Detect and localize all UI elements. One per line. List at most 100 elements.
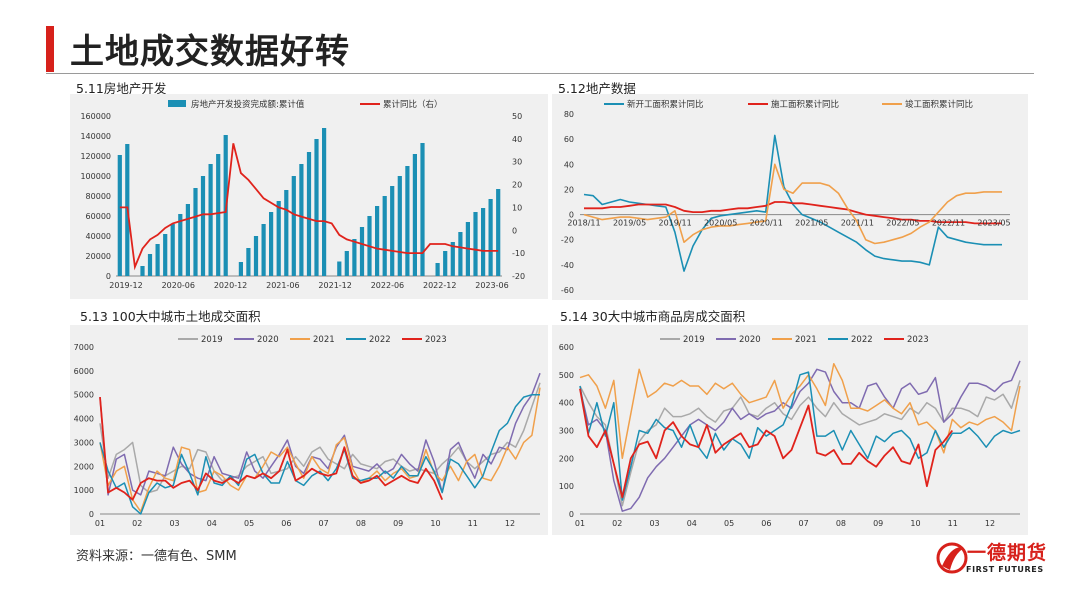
y-tick-6: 60 — [564, 135, 574, 144]
year-series-line-1 — [579, 360, 1021, 512]
bar-18 — [253, 236, 259, 276]
bar-27 — [322, 128, 327, 276]
y-tick-2: 200 — [559, 454, 574, 463]
x-tick-3: 2021-06 — [266, 281, 299, 290]
y-left-tick-2: 40000 — [86, 232, 111, 241]
company-logo-icon — [936, 542, 968, 574]
c2-series-line-2 — [583, 163, 1002, 245]
bar-25 — [306, 152, 312, 276]
legend-label-0: 2019 — [201, 335, 223, 345]
legend-label-0: 新开工面积累计同比 — [627, 99, 704, 110]
x-tick-11: 12 — [505, 519, 515, 528]
legend-label-4: 2023 — [907, 335, 929, 345]
x-tick-0: 01 — [95, 519, 105, 528]
y-tick-7: 80 — [564, 110, 574, 119]
title-divider — [46, 73, 1034, 74]
y-left-tick-3: 60000 — [86, 212, 111, 221]
y-tick-0: -60 — [561, 286, 574, 295]
y-left-tick-0: 0 — [106, 272, 111, 281]
y-tick-1: 1000 — [74, 486, 94, 495]
year-series-line-3 — [99, 393, 540, 515]
x-tick-3: 2020/05 — [704, 219, 737, 228]
x-tick-4: 05 — [244, 519, 254, 528]
bar-10 — [193, 188, 198, 276]
bar-32 — [359, 227, 365, 276]
y-tick-7: 7000 — [74, 343, 94, 352]
x-tick-9: 2023/05 — [977, 219, 1010, 228]
x-tick-2: 2019/11 — [658, 219, 691, 228]
bar-0 — [117, 155, 122, 276]
c2-series-line-1 — [584, 201, 1002, 225]
legend-label-1: 2020 — [257, 335, 279, 345]
bar-5 — [155, 244, 160, 276]
x-tick-0: 2018/11 — [567, 219, 600, 228]
bar-20 — [269, 212, 274, 276]
y-right-tick-5: 30 — [512, 158, 522, 167]
x-tick-4: 05 — [724, 519, 734, 528]
x-tick-1: 2020-06 — [162, 281, 195, 290]
bar-13 — [216, 154, 221, 276]
legend-label-1: 施工面积累计同比 — [771, 99, 839, 110]
y-left-tick-7: 140000 — [80, 132, 111, 141]
y-tick-3: 300 — [559, 427, 574, 436]
x-tick-10: 11 — [948, 519, 958, 528]
x-tick-8: 09 — [873, 519, 883, 528]
x-tick-0: 01 — [575, 519, 585, 528]
bar-24 — [299, 164, 304, 276]
legend-label-3: 2022 — [851, 335, 873, 345]
y-tick-1: -40 — [561, 261, 574, 270]
logo-text-en: FIRST FUTURES — [966, 565, 1044, 574]
y-tick-1: 100 — [559, 482, 574, 491]
bar-8 — [178, 214, 183, 276]
y-tick-6: 6000 — [74, 367, 94, 376]
logo-text-cn: 一德期货 — [967, 542, 1048, 564]
y-left-tick-6: 120000 — [80, 152, 111, 161]
bar-23 — [291, 176, 296, 276]
bar-12 — [208, 164, 213, 276]
y-left-tick-8: 160000 — [80, 112, 111, 121]
y-tick-5: 40 — [564, 160, 574, 169]
legend-label-0: 2019 — [683, 335, 705, 345]
year-series-line-2 — [99, 387, 541, 513]
panel-title-3: 5.13 100大中城市土地成交面积 — [80, 309, 261, 324]
bar-3 — [140, 266, 145, 276]
x-tick-7: 2023-06 — [475, 281, 508, 290]
x-tick-7: 08 — [836, 519, 846, 528]
y-tick-3: 3000 — [74, 438, 94, 447]
y-right-tick-6: 40 — [512, 135, 522, 144]
bar-43 — [443, 251, 448, 276]
legend-label-3: 2022 — [369, 335, 391, 345]
legend-label-4: 2023 — [425, 335, 447, 345]
y-tick-2: -20 — [561, 236, 574, 245]
chart-panel-4: 2019 2020 2021 2022 2023 0 100 200 300 400 500 600 0… — [552, 325, 1028, 535]
y-right-tick-1: -10 — [512, 249, 525, 258]
legend-label-0: 房地产开发投资完成额:累计值 — [191, 99, 305, 110]
bar-22 — [284, 190, 289, 276]
x-tick-7: 2022/05 — [886, 219, 919, 228]
bar-26 — [314, 139, 319, 276]
x-tick-5: 2021/05 — [795, 219, 828, 228]
panel-title-1: 5.11房地产开发 — [76, 81, 167, 96]
y-tick-4: 20 — [564, 185, 574, 194]
panel-title-4: 5.14 30大中城市商品房成交面积 — [560, 309, 746, 324]
panel-title-2: 5.12地产数据 — [558, 81, 636, 96]
bar-48 — [481, 208, 486, 276]
x-tick-2: 2020-12 — [214, 281, 247, 290]
bar-44 — [450, 242, 455, 276]
x-tick-5: 06 — [281, 519, 291, 528]
y-tick-5: 5000 — [74, 391, 94, 400]
x-tick-8: 09 — [393, 519, 403, 528]
bar-30 — [344, 251, 349, 276]
bar-11 — [200, 176, 206, 276]
bar-40 — [420, 143, 425, 276]
x-tick-11: 12 — [985, 519, 995, 528]
x-tick-8: 2022/11 — [932, 219, 965, 228]
x-tick-6: 07 — [319, 519, 329, 528]
x-tick-7: 08 — [356, 519, 366, 528]
y-right-tick-0: -20 — [512, 272, 525, 281]
chart-panel-1: 房地产开发投资完成额:累计值 累计同比（右） 0 20000 40000 60000 800… — [70, 94, 548, 299]
bar-45 — [458, 232, 463, 276]
bar-21 — [276, 201, 281, 276]
x-tick-3: 04 — [687, 519, 697, 528]
bar-42 — [435, 263, 440, 276]
